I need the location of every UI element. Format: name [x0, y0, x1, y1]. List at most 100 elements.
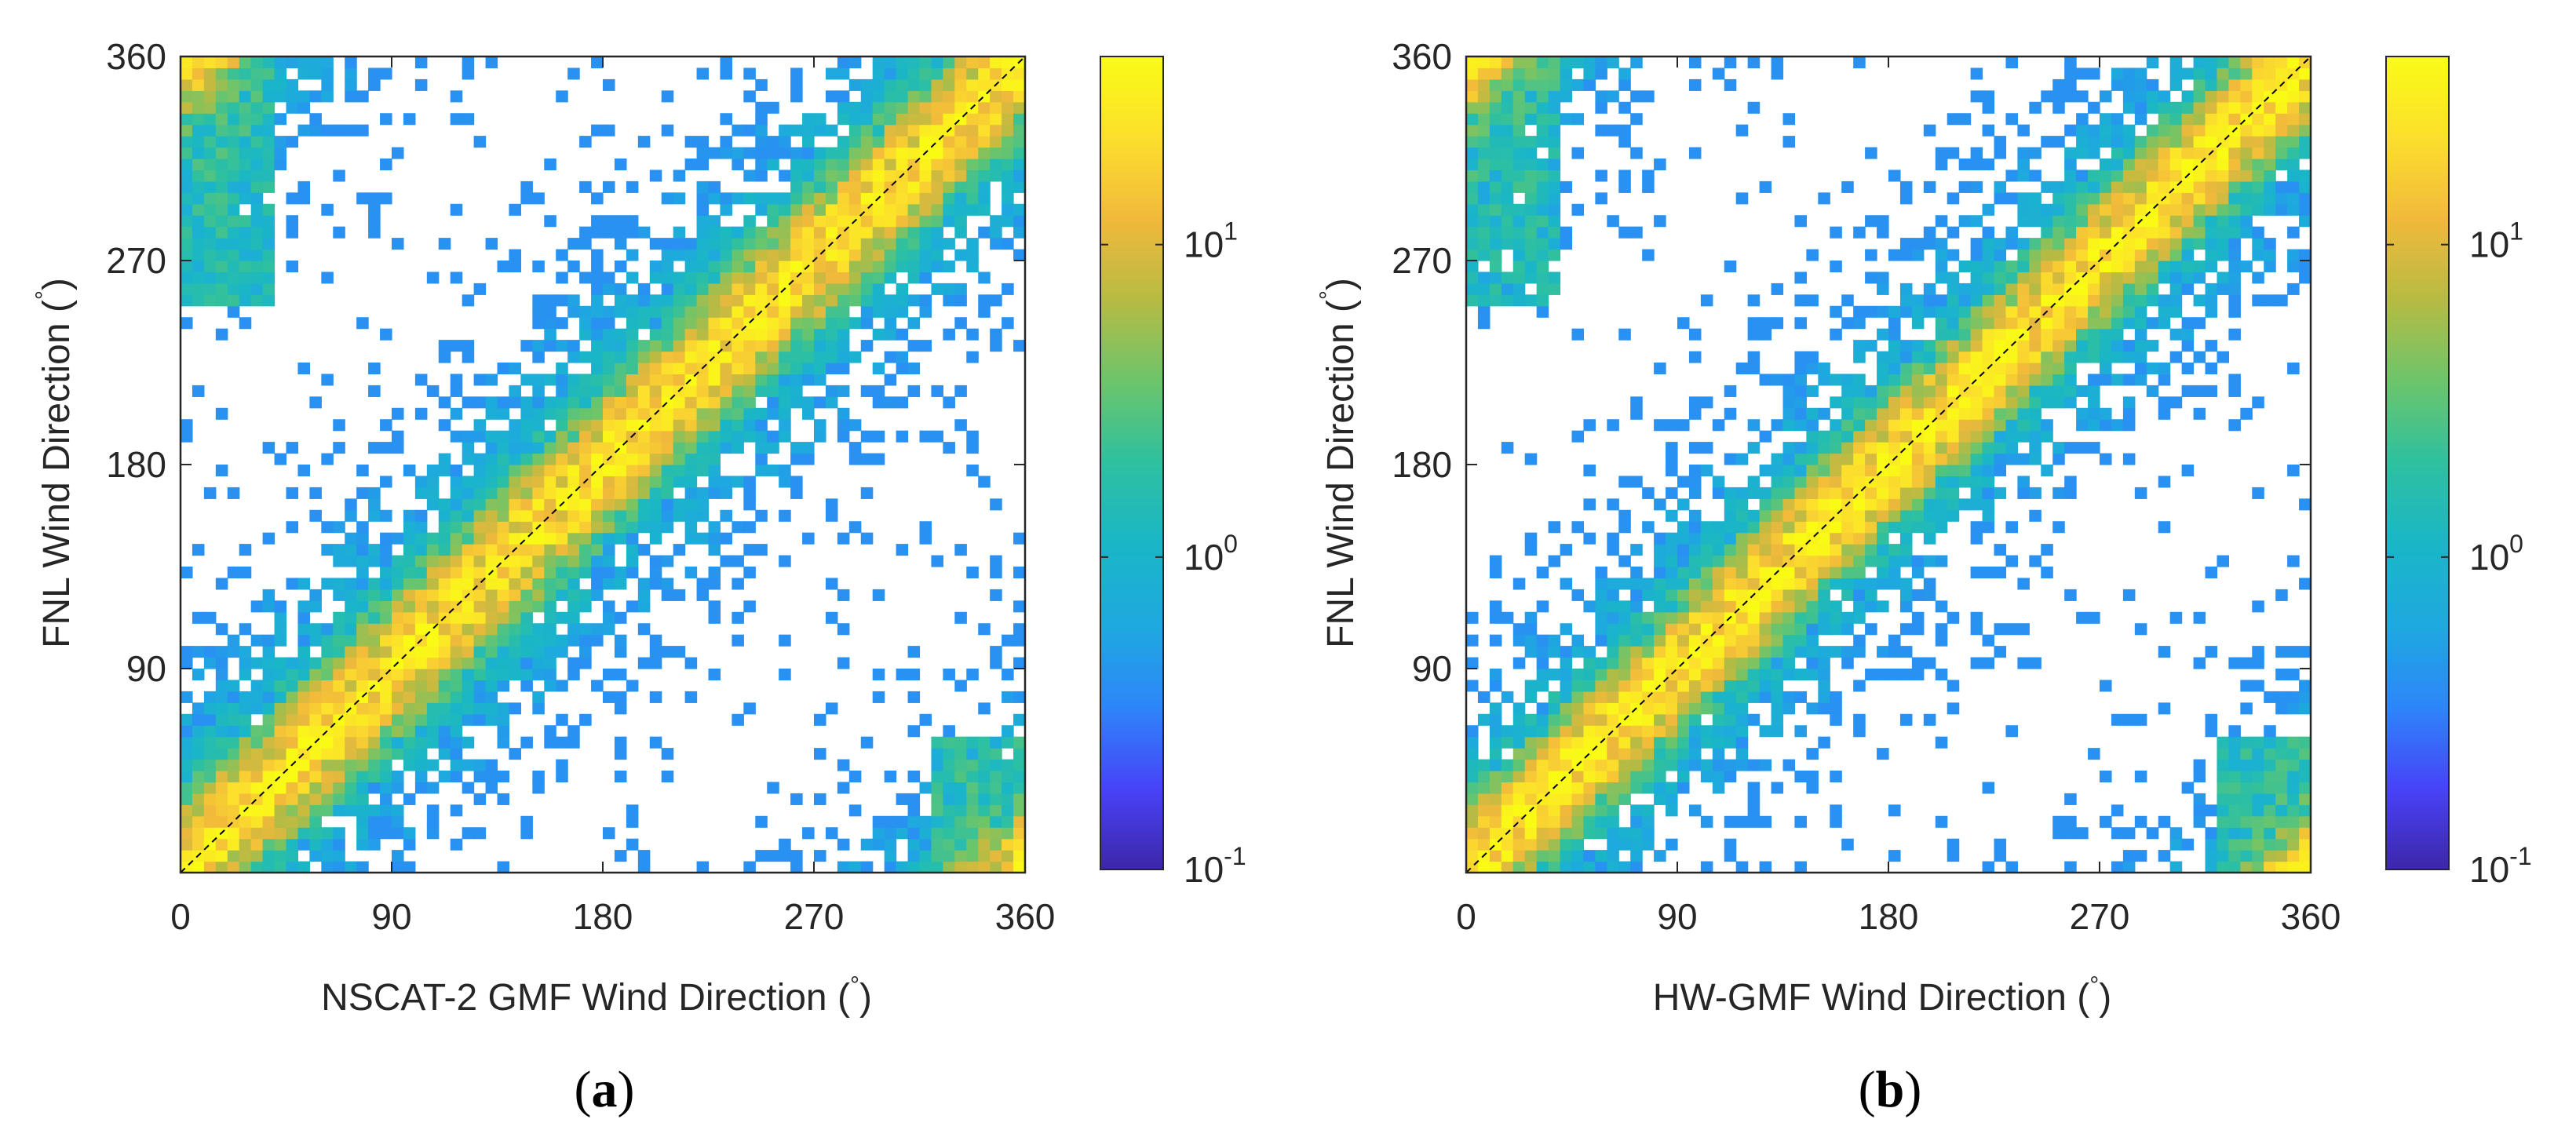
heatmap-cell [1512, 90, 1526, 103]
heatmap-cell [978, 771, 991, 783]
heatmap-cell [192, 238, 205, 250]
heatmap-cell [1865, 407, 1877, 420]
heatmap-cell [954, 90, 967, 103]
heatmap-cell [2122, 180, 2136, 193]
heatmap-cell [708, 340, 721, 352]
heatmap-cell [239, 838, 252, 851]
heatmap-cell [1536, 815, 1549, 828]
heatmap-cell [380, 725, 392, 738]
heatmap-cell [368, 804, 381, 817]
heatmap-cell [438, 340, 451, 352]
heatmap-cell [743, 521, 756, 534]
heatmap-cell [297, 611, 310, 624]
heatmap-cell [2169, 305, 2183, 318]
heatmap-cell [1899, 340, 1913, 352]
heatmap-cell [637, 509, 651, 522]
heatmap-cell [1818, 544, 1830, 556]
heatmap-cell [1994, 487, 2007, 499]
heatmap-cell [215, 771, 228, 783]
heatmap-cell [743, 215, 756, 228]
heatmap-cell [1818, 487, 1830, 499]
heatmap-cell [203, 192, 217, 205]
heatmap-cell [2029, 419, 2041, 432]
x-tick-label: 360 [995, 896, 1056, 937]
heatmap-cell [907, 725, 921, 738]
heatmap-cell [438, 646, 451, 658]
heatmap-cell [1782, 669, 1796, 681]
heatmap-cell [1865, 430, 1877, 443]
heatmap-cell [884, 67, 897, 80]
heatmap-cell [532, 305, 545, 318]
heatmap-cell [790, 238, 803, 250]
heatmap-cell [520, 815, 533, 828]
heatmap-cell [1911, 374, 1925, 386]
heatmap-cell [2228, 170, 2241, 182]
heatmap-cell [497, 623, 510, 636]
heatmap-cell [978, 192, 991, 205]
heatmap-cell [462, 396, 475, 409]
heatmap-cell [2041, 328, 2053, 341]
heatmap-cell [943, 192, 955, 205]
heatmap-cell [215, 101, 228, 114]
heatmap-cell [345, 725, 357, 738]
heatmap-cell [755, 272, 768, 284]
heatmap-cell [990, 340, 1002, 352]
heatmap-cell [1524, 680, 1538, 692]
heatmap-cell [779, 261, 791, 273]
heatmap-cell [2169, 238, 2183, 250]
heatmap-cell [1688, 328, 1702, 341]
heatmap-cell [497, 498, 510, 511]
heatmap-cell [1642, 657, 1655, 669]
heatmap-cell [848, 192, 862, 205]
heatmap-cell [1477, 827, 1491, 840]
heatmap-cell [1583, 793, 1596, 805]
heatmap-cell [368, 771, 381, 783]
heatmap-cell [2111, 804, 2124, 817]
heatmap-cell [767, 305, 779, 318]
heatmap-cell [1818, 657, 1830, 669]
heatmap-cell [1595, 804, 1607, 817]
heatmap-cell [603, 180, 615, 193]
heatmap-cell [1700, 657, 1713, 669]
heatmap-cell [884, 56, 897, 69]
heatmap-cell [520, 396, 533, 409]
heatmap-cell [1841, 589, 1854, 601]
heatmap-cell [2088, 272, 2100, 284]
heatmap-cell [1013, 124, 1026, 137]
heatmap-cell [848, 521, 862, 534]
heatmap-cell [2041, 249, 2053, 261]
heatmap-cell [1994, 544, 2007, 556]
heatmap-cell [532, 567, 545, 579]
heatmap-cell [978, 476, 991, 488]
heatmap-cell [181, 170, 193, 182]
heatmap-cell [556, 453, 568, 465]
heatmap-cell [755, 453, 768, 465]
heatmap-cell [2158, 407, 2171, 420]
heatmap-cell [1536, 646, 1549, 658]
heatmap-cell [2217, 192, 2229, 205]
heatmap-cell [1888, 850, 1901, 862]
heatmap-cell [520, 430, 533, 443]
heatmap-cell [497, 657, 510, 669]
heatmap-cell [438, 713, 451, 726]
heatmap-cell [1002, 113, 1014, 126]
heatmap-cell [450, 657, 463, 669]
heatmap-cell [1524, 611, 1538, 624]
heatmap-cell [392, 646, 404, 658]
heatmap-cell [1947, 850, 1960, 862]
heatmap-cell [239, 170, 252, 182]
heatmap-cell [181, 90, 193, 103]
heatmap-cell [1560, 793, 1573, 805]
heatmap-cell [544, 589, 556, 601]
heatmap-cell [2228, 192, 2241, 205]
heatmap-cell [556, 396, 568, 409]
heatmap-cell [2193, 90, 2206, 103]
heatmap-cell [450, 476, 463, 488]
heatmap-cell [473, 691, 487, 703]
heatmap-cell [767, 147, 779, 159]
heatmap-cell [790, 385, 803, 397]
heatmap-cell [1501, 147, 1514, 159]
heatmap-cell [966, 147, 979, 159]
heatmap-cell [884, 124, 897, 137]
heatmap-cell [450, 725, 463, 738]
